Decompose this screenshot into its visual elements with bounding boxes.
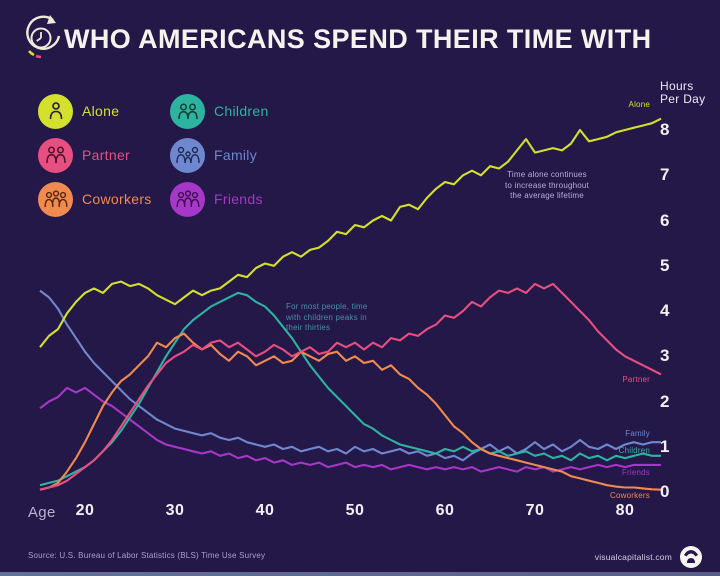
site-credit: visualcapitalist.com xyxy=(594,552,672,562)
series-line-coworkers xyxy=(39,332,662,491)
y-tick-label: 2 xyxy=(660,391,670,411)
x-tick-label: 30 xyxy=(165,502,185,519)
visualcapitalist-logo-icon xyxy=(680,546,702,568)
source-credit: Source: U.S. Bureau of Labor Statistics … xyxy=(28,551,266,560)
legend-label-partner: Partner xyxy=(82,147,131,163)
legend-item-partner: Partner xyxy=(38,133,170,177)
y-tick-label: 6 xyxy=(660,210,670,230)
bottom-edge-strip xyxy=(0,572,720,576)
y-tick-label: 3 xyxy=(660,346,670,366)
legend-item-family: Family xyxy=(170,133,269,177)
x-tick-label: 60 xyxy=(435,502,455,519)
y-tick-label: 1 xyxy=(660,436,670,456)
x-tick-label: 40 xyxy=(255,502,275,519)
end-label-alone: Alone xyxy=(628,100,650,109)
y-tick-label: 7 xyxy=(660,165,670,185)
annotation-children-peak: For most people, time with children peak… xyxy=(286,302,368,332)
alone-person-icon xyxy=(38,93,73,129)
legend: Alone Children Partner Family Coworkers xyxy=(38,89,269,221)
end-label-partner: Partner xyxy=(622,375,650,384)
friends-icon xyxy=(170,181,205,217)
y-tick-label: 8 xyxy=(660,120,670,139)
legend-item-friends: Friends xyxy=(170,177,269,221)
page-title: WHO AMERICANS SPEND THEIR TIME WITH xyxy=(64,24,652,54)
y-tick-label: 0 xyxy=(660,482,670,501)
legend-label-family: Family xyxy=(214,147,258,163)
end-label-children: Children xyxy=(618,446,650,455)
legend-label-coworkers: Coworkers xyxy=(82,191,152,207)
annotation-time-alone: Time alone continues to increase through… xyxy=(504,170,589,200)
y-axis-title: Hours Per Day xyxy=(660,79,706,106)
couple-icon xyxy=(38,137,73,173)
end-label-friends: Friends xyxy=(621,468,650,477)
y-tick-label: 4 xyxy=(660,301,670,320)
x-tick-label: 50 xyxy=(345,502,365,519)
family-icon xyxy=(170,137,205,173)
clock-rewind-icon xyxy=(26,15,61,59)
legend-item-coworkers: Coworkers xyxy=(38,177,170,221)
legend-label-children: Children xyxy=(214,103,269,119)
legend-item-alone: Alone xyxy=(38,89,170,133)
end-label-coworkers: Coworkers xyxy=(609,491,650,500)
series-line-friends xyxy=(39,386,661,473)
coworkers-icon xyxy=(38,181,73,217)
legend-label-friends: Friends xyxy=(214,191,263,207)
children-icon xyxy=(170,93,205,129)
x-tick-label: 20 xyxy=(75,502,95,519)
y-tick-label: 5 xyxy=(660,255,670,275)
legend-item-children: Children xyxy=(170,89,269,133)
x-tick-label: 70 xyxy=(525,502,545,519)
x-axis-title: Age xyxy=(28,504,56,521)
end-label-family: Family xyxy=(625,429,650,438)
legend-label-alone: Alone xyxy=(82,103,120,119)
x-tick-label: 80 xyxy=(615,502,635,519)
